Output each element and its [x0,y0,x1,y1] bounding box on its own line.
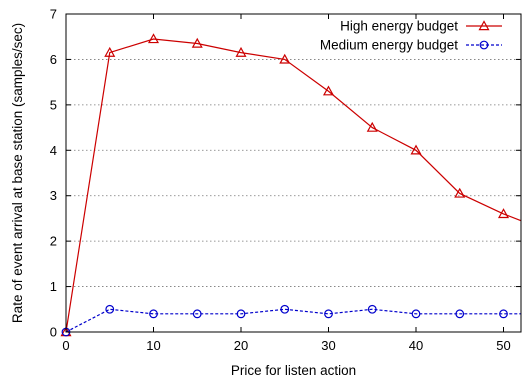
y-tick-label: 6 [50,52,57,67]
data-point-marker [147,33,160,44]
data-point-marker [497,208,510,219]
data-point-marker [411,309,421,319]
grid-lines [66,59,521,287]
x-tick-label: 40 [409,338,423,353]
data-point-marker [499,309,508,319]
axis-ticks: 0 1 2 3 4 5 6 7 0 10 20 30 40 50 [50,7,521,353]
data-point-marker [192,309,202,319]
data-point-marker [479,40,489,50]
data-point-marker [191,37,203,48]
data-point-marker [478,20,490,31]
plot-frame [65,13,522,333]
x-tick-label: 30 [321,338,335,353]
x-axis-label: Price for listen action [231,363,356,378]
y-tick-label: 1 [50,279,57,294]
series-high-energy-budget [60,33,522,337]
data-point-marker [235,46,247,57]
x-tick-label: 50 [496,338,510,353]
series-layer [60,33,522,337]
series-line [65,38,522,333]
legend: High energy budget Medium energy budget [320,19,502,53]
x-tick-label: 20 [234,338,248,353]
series-line [65,308,521,333]
data-point-marker [280,304,290,314]
y-tick-label: 5 [50,97,57,112]
data-point-marker [322,85,335,96]
y-tick-label: 2 [50,234,57,249]
data-point-marker [149,309,158,319]
data-point-marker [455,309,465,319]
x-tick-label: 10 [146,338,160,353]
y-tick-label: 3 [50,188,57,203]
series-medium-energy-budget [61,304,521,337]
y-tick-label: 4 [50,143,57,158]
legend-label: Medium energy budget [320,38,458,53]
data-point-marker [366,121,378,132]
data-point-marker [105,304,115,314]
legend-item: Medium energy budget [320,38,502,53]
data-point-marker [410,144,422,155]
y-tick-label: 0 [50,325,57,340]
data-point-marker [236,309,246,319]
data-point-marker [324,309,333,319]
x-tick-label: 0 [62,338,69,353]
y-tick-label: 7 [50,7,57,22]
y-axis-label: Rate of event arrival at base station (s… [10,23,25,323]
data-point-marker [454,187,466,198]
data-point-marker [104,46,116,57]
data-point-marker [367,304,377,314]
data-point-marker [279,53,291,64]
legend-label: High energy budget [340,19,458,34]
legend-item: High energy budget [340,19,502,34]
